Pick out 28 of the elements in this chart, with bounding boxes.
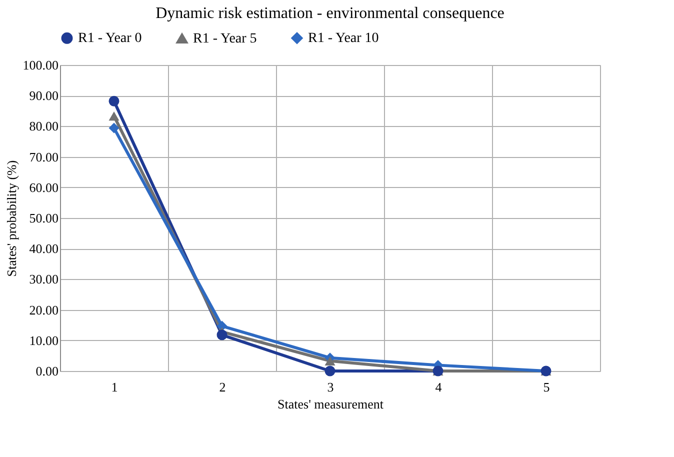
y-tick-label: 40.00: [29, 241, 58, 256]
y-tick-label: 60.00: [29, 180, 58, 195]
x-tick-label: 5: [543, 380, 550, 394]
y-tick-label: 80.00: [29, 118, 58, 134]
x-tick-label: 4: [435, 380, 442, 394]
x-tick-label: 3: [327, 380, 334, 394]
point: [324, 366, 336, 376]
point: [108, 122, 120, 134]
point: [216, 330, 228, 340]
y-tick-label: 90.00: [29, 88, 58, 104]
y-tick-label: 70.00: [29, 149, 58, 164]
point: [108, 112, 120, 121]
legend-label: R1 - Year 10: [308, 31, 379, 46]
x-axis-title: States' measurement: [278, 396, 384, 412]
chart-title: Dynamic risk estimation - environmental consequence: [156, 5, 504, 22]
y-tick-label: 10.00: [29, 332, 58, 348]
x-tick-label: 1: [111, 380, 118, 394]
y-tick-label: 100.00: [22, 58, 58, 72]
y-tick-label: 30.00: [29, 272, 58, 287]
legend-label: R1 - Year 0: [78, 31, 142, 46]
x-tick-label: 2: [219, 380, 226, 394]
y-axis-title: States' probability (%): [4, 160, 19, 277]
legend-label: R1 - Year 5: [193, 31, 257, 46]
y-tick-label: 20.00: [29, 302, 58, 318]
point: [324, 356, 336, 366]
y-tick-label: 0.00: [36, 364, 58, 378]
point: [108, 96, 120, 106]
y-tick-label: 50.00: [29, 210, 58, 226]
